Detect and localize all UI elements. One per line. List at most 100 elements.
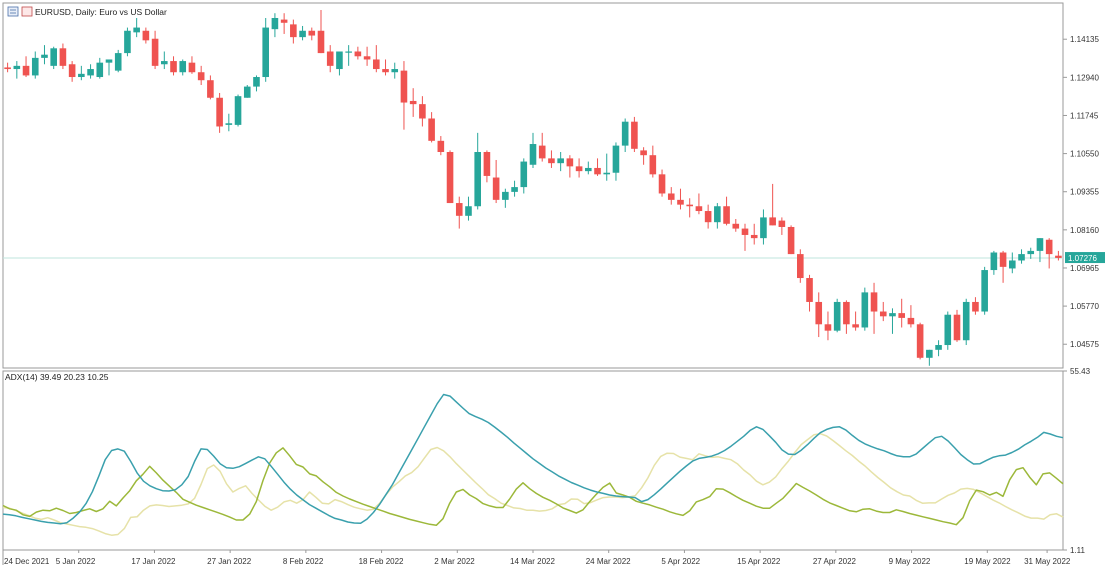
bull-candle-body	[944, 314, 952, 346]
bear-candle-body	[354, 51, 362, 57]
bull-candle-body	[87, 69, 94, 76]
time-axis-label: 15 Apr 2022	[737, 557, 781, 566]
bear-candle-body	[142, 30, 150, 41]
price-pane[interactable]: 1.14135 1.12940 1.11745 1.10550 1.09355 1.081…	[2, 2, 1105, 369]
bear-candle-body	[732, 223, 740, 229]
adx-axis-label: 55.43	[1070, 367, 1091, 376]
bear-candle-body	[953, 314, 961, 341]
symbol-icon	[7, 6, 19, 17]
time-axis-label: 31 May 2022	[1024, 557, 1071, 566]
bear-candle-body	[787, 226, 795, 255]
bull-candle-body	[271, 17, 279, 30]
time-axis-label: 17 Jan 2022	[131, 557, 176, 566]
bull-candle-body	[612, 145, 620, 173]
bear-candle-body	[631, 121, 638, 149]
bull-candle-body	[474, 151, 481, 207]
time-axis-label: 8 Feb 2022	[283, 557, 324, 566]
bear-candle-body	[216, 97, 223, 127]
time-axis: 24 Dec 2021 5 Jan 2022 17 Jan 2022 27 Jan 2…	[2, 550, 1071, 566]
bear-candle-body	[400, 70, 408, 103]
bull-candle-body	[133, 27, 140, 33]
di-plus-line	[2, 432, 1064, 536]
time-axis-label: 14 Mar 2022	[510, 557, 555, 566]
bear-candle-body	[382, 69, 389, 73]
bear-candle-body	[59, 48, 67, 66]
bull-candle-body	[603, 172, 611, 175]
bear-candle-body	[972, 301, 979, 312]
bull-candle-body	[889, 313, 896, 317]
bull-candle-body	[962, 301, 970, 341]
bear-candle-body	[824, 324, 832, 331]
bear-candle-body	[594, 167, 601, 175]
bull-candle-body	[13, 65, 21, 70]
adx-pane[interactable]: 55.43 1.11	[2, 367, 1091, 555]
time-axis-label: 27 Jan 2022	[207, 557, 252, 566]
bear-candle-body	[428, 118, 435, 141]
bear-candle-body	[409, 100, 417, 105]
di-minus-line	[2, 447, 1064, 527]
bull-candle-body	[345, 51, 352, 53]
bear-candle-body	[1045, 239, 1053, 255]
bear-candle-body	[207, 80, 214, 98]
bull-candle-body	[243, 86, 251, 98]
bull-candle-body	[465, 206, 472, 216]
bull-candle-body	[179, 61, 187, 73]
price-axis-label: 1.12940	[1070, 73, 1099, 82]
bear-candle-body	[4, 67, 11, 70]
bear-candle-body	[769, 217, 776, 226]
bear-candle-body	[492, 177, 500, 200]
bull-candle-body	[336, 51, 343, 70]
time-axis-label: 24 Dec 2021	[4, 557, 50, 566]
bear-candle-body	[455, 203, 463, 216]
bear-candle-body	[907, 317, 915, 325]
bear-candle-body	[797, 254, 804, 279]
bull-candle-body	[714, 206, 721, 223]
adx-main-line	[2, 393, 1064, 525]
bear-candle-body	[538, 145, 546, 159]
bull-candle-body	[557, 158, 564, 164]
bear-candle-body	[898, 313, 905, 318]
price-axis-label: 1.11745	[1070, 111, 1099, 120]
bear-candle-body	[843, 301, 850, 325]
bull-candle-body	[621, 121, 629, 146]
bull-candle-body	[520, 161, 528, 188]
price-axis-label: 1.09355	[1070, 188, 1099, 197]
price-frame	[2, 2, 1064, 369]
bear-candle-body	[373, 59, 380, 70]
bear-candle-body	[667, 193, 675, 200]
bear-candle-body	[22, 65, 30, 76]
bull-candle-body	[31, 57, 39, 76]
bull-candle-body	[41, 54, 48, 58]
price-axis-label: 1.10550	[1070, 150, 1099, 159]
bear-candle-body	[326, 51, 334, 66]
bull-candle-body	[105, 59, 113, 63]
bull-candle-body	[502, 191, 509, 200]
bull-candle-body	[833, 301, 841, 331]
bear-candle-body	[778, 220, 786, 227]
bear-candle-body	[916, 324, 924, 358]
bear-candle-body	[815, 301, 823, 325]
bull-candle-body	[1036, 238, 1044, 251]
current-price-label: 1.07276	[1068, 254, 1097, 263]
bull-candle-body	[1009, 260, 1016, 269]
bull-candle-body	[299, 30, 306, 38]
bull-candle-body	[262, 27, 269, 78]
bull-candle-body	[225, 123, 233, 125]
bull-candle-body	[124, 30, 131, 54]
bear-candle-body	[852, 324, 859, 328]
bear-candle-body	[308, 30, 316, 36]
time-axis-label: 27 Apr 2022	[813, 557, 857, 566]
bear-candle-body	[1055, 255, 1062, 258]
bear-candle-body	[686, 204, 693, 207]
bear-candle-body	[317, 30, 325, 54]
bull-candle-body	[511, 187, 518, 192]
current-price-badge	[1065, 252, 1105, 264]
bull-candle-body	[50, 48, 57, 66]
bear-candle-body	[151, 38, 159, 66]
bear-candle-body	[677, 199, 684, 205]
time-axis-label: 5 Jan 2022	[56, 557, 96, 566]
price-axis-label: 1.14135	[1070, 35, 1099, 44]
bull-candle-body	[78, 73, 85, 78]
bear-candle-body	[575, 166, 583, 172]
bear-candle-body	[704, 211, 712, 223]
